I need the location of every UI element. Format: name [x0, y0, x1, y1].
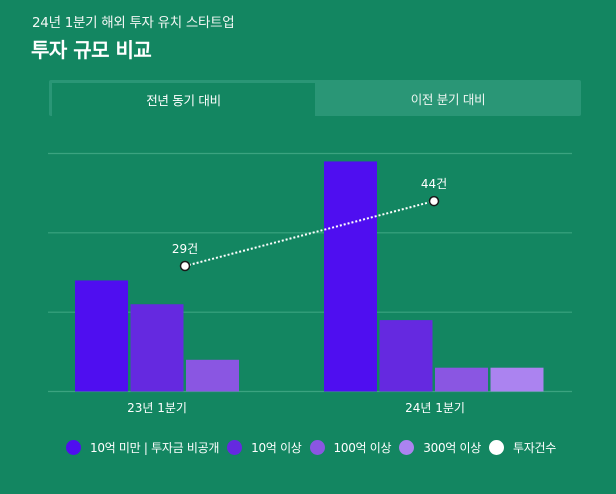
legend-dot-icon: [227, 439, 243, 455]
bar-4: [490, 367, 544, 392]
legend-label: 10억 미만 | 투자금 비공개: [90, 440, 220, 455]
legend-label: 10억 이상: [251, 440, 302, 455]
count-point: [428, 195, 440, 207]
legend-dot-icon: [66, 439, 81, 455]
count-line: [184, 200, 435, 267]
legend-item-10b-plus[interactable]: 100억 이상: [309, 439, 392, 456]
comparison-tabs: 전년 동기 대비 이전 분기 대비: [49, 80, 581, 116]
tab-year-over-year[interactable]: 전년 동기 대비: [52, 83, 315, 116]
legend-item-1b-plus[interactable]: 10억 이상: [227, 439, 302, 456]
bar-2: [130, 304, 184, 392]
legend-item-30b-plus[interactable]: 300억 이상: [399, 439, 481, 456]
legend-dot-icon: [309, 439, 325, 455]
tab-quarter-over-quarter[interactable]: 이전 분기 대비: [410, 91, 486, 107]
count-label: 44건: [421, 177, 447, 191]
count-label: 29건: [172, 242, 198, 256]
legend-item-under-1b[interactable]: 10억 미만 | 투자금 비공개: [66, 439, 219, 456]
chart-legend: 10억 미만 | 투자금 비공개 10억 이상 100억 이상 300억 이상 투자건수: [66, 438, 564, 456]
legend-dot-icon: [399, 439, 415, 455]
bar-1: [324, 161, 377, 392]
page-title: 투자 규모 비교: [31, 38, 152, 62]
x-tick-label: 23년 1분기: [127, 401, 187, 415]
count-point: [179, 260, 191, 272]
legend-label: 100억 이상: [333, 440, 392, 455]
bar-2: [379, 320, 433, 392]
bar-1: [75, 280, 128, 392]
legend-dot-icon: [489, 439, 505, 455]
bar-3: [435, 367, 488, 392]
chart-subtitle: 24년 1분기 해외 투자 유치 스타트업: [32, 15, 235, 31]
legend-label: 투자건수: [513, 440, 557, 455]
legend-label: 300억 이상: [423, 440, 482, 455]
bar-3: [186, 359, 239, 392]
x-tick-label: 24년 1분기: [405, 401, 465, 415]
legend-item-deal-count[interactable]: 투자건수: [489, 439, 556, 456]
